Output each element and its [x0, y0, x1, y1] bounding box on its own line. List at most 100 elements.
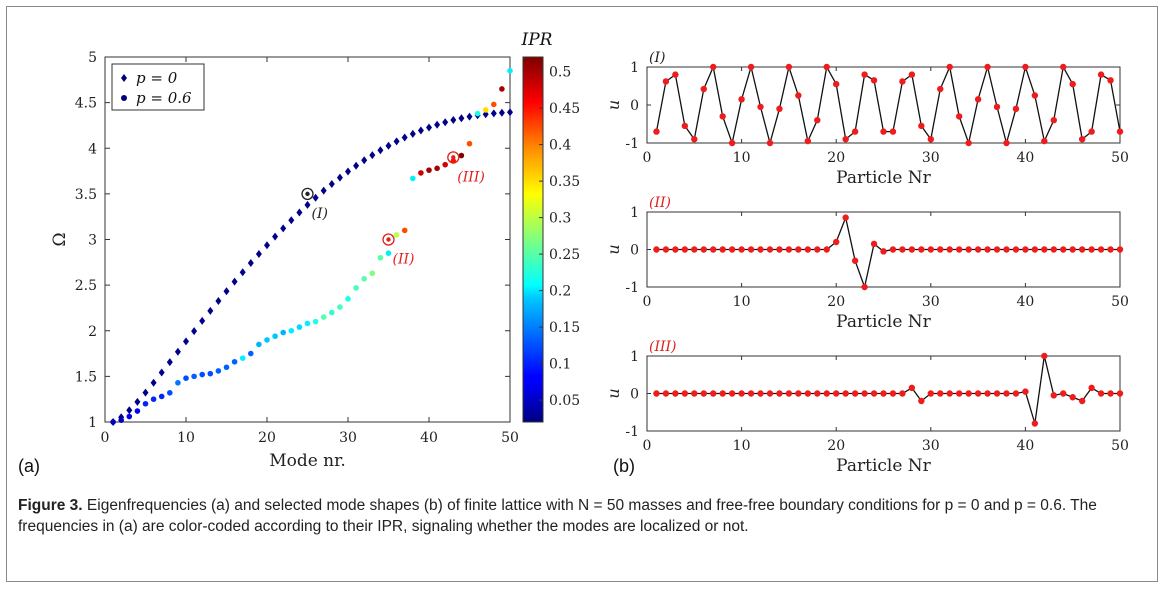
mode-shape-point	[842, 136, 849, 143]
data-point-p06	[288, 327, 295, 334]
mode-shape-point	[728, 139, 736, 147]
mode-shape-point	[1116, 246, 1124, 253]
x-axis-label: Particle Nr	[836, 456, 932, 476]
mode-shape-point	[747, 63, 755, 71]
mode-shape-point	[681, 246, 689, 253]
data-point-p0	[150, 378, 157, 387]
mode-shape-point	[1012, 390, 1020, 397]
colorbar-tick-label: 0.3	[549, 211, 571, 227]
x-axis-label: Mode nr.	[269, 451, 346, 471]
mode-shape-point	[1078, 246, 1086, 253]
mode-shape-point	[842, 390, 849, 397]
mode-shape-point	[889, 246, 897, 253]
data-point-p0	[401, 133, 408, 142]
mode-shape-point	[785, 390, 793, 397]
y-tick-label: 2	[88, 324, 97, 340]
mode-shape-point	[1060, 246, 1067, 253]
mode-shape-point	[1022, 388, 1029, 395]
mode-shape-point	[1050, 117, 1057, 124]
mode-shape-point	[974, 246, 982, 253]
x-tick-label: 40	[1016, 294, 1034, 310]
mode-shape-point	[918, 246, 925, 253]
mode-shape-point	[984, 63, 991, 71]
mode-shape-point	[766, 246, 774, 253]
data-point-p06	[183, 375, 189, 382]
data-point-p0	[223, 287, 230, 296]
mode-shape-point	[889, 390, 897, 397]
data-point-p06	[329, 309, 335, 316]
data-point-p0	[191, 327, 198, 336]
mode-shape-point	[719, 113, 726, 120]
y-tick-label: 0	[630, 243, 639, 259]
mode-shape-point	[974, 96, 982, 103]
x-tick-label: 0	[643, 294, 652, 310]
y-tick-label: 3	[88, 233, 97, 249]
x-tick-label: 50	[1111, 438, 1129, 454]
colorbar-label: IPR	[521, 30, 553, 50]
data-point-p0	[199, 316, 206, 325]
x-tick-label: 30	[922, 438, 940, 454]
data-point-p06	[175, 379, 181, 386]
x-tick-label: 20	[827, 438, 845, 454]
mode-shape-point	[766, 390, 774, 397]
data-point-p06	[401, 227, 408, 234]
mode-shape-point	[804, 390, 812, 397]
data-point-p06	[207, 370, 214, 377]
colorbar-tick-label: 0.25	[549, 247, 580, 263]
data-point-p06	[458, 152, 465, 159]
y-tick-label: 1	[630, 205, 639, 221]
colorbar-tick-label: 0.15	[549, 320, 580, 336]
mode-shape-point	[927, 390, 934, 397]
y-axis-label: u	[604, 100, 623, 110]
mode-shape-point	[861, 71, 868, 78]
mode-shape-point	[795, 390, 802, 397]
y-tick-label: 5	[88, 50, 97, 66]
data-point-p0	[166, 358, 173, 367]
mode-shape-point	[955, 390, 963, 397]
x-axis-label: Particle Nr	[836, 168, 932, 188]
data-point-p0	[296, 208, 303, 217]
mode-shape-point	[728, 246, 736, 253]
data-point-p06	[377, 254, 384, 261]
mode-shape-point	[719, 390, 726, 397]
mode-shape-point	[804, 246, 812, 253]
data-point-p06	[150, 396, 157, 402]
mode-shape-point	[1031, 92, 1039, 99]
mode-shape-point	[1088, 384, 1095, 392]
data-point-p06	[134, 408, 141, 414]
data-point-p06	[418, 170, 424, 176]
mode-shape-point	[672, 390, 679, 397]
mode-shape-point	[1107, 390, 1114, 397]
legend-box	[111, 63, 205, 111]
mode-shape-point	[795, 246, 802, 253]
mode-shape-point	[851, 390, 859, 397]
data-point-p06	[353, 285, 359, 291]
mode-shape-point	[1078, 136, 1086, 143]
data-point-p0	[409, 129, 416, 138]
annotation-ring	[447, 151, 460, 164]
mode-shape-point	[672, 71, 679, 78]
mode-shape-point	[937, 246, 944, 253]
mode-shape-point	[1003, 246, 1010, 253]
legend-entry: p = 0	[136, 69, 178, 87]
data-point-p0	[466, 112, 473, 121]
y-axis-label: u	[604, 244, 623, 254]
caption-text: Eigenfrequencies (a) and selected mode s…	[18, 497, 1097, 535]
data-point-p0	[264, 241, 270, 250]
mode-shape-point	[653, 390, 660, 397]
data-point-p06	[361, 275, 368, 282]
panel-label-a: (a)	[18, 456, 40, 476]
mode-shape-point	[691, 136, 698, 143]
y-tick-label: 1	[630, 60, 639, 76]
mode-shape-point	[1041, 137, 1048, 145]
data-point-p06	[118, 417, 124, 423]
mode-shape-point	[681, 122, 689, 130]
mode-shape-point	[1097, 246, 1105, 253]
data-point-p0	[280, 224, 287, 233]
x-tick-label: 40	[1016, 438, 1034, 454]
y-tick-label: -1	[625, 136, 639, 152]
mode-shape-point	[1041, 246, 1048, 253]
data-point-p0	[255, 250, 262, 259]
mode-shape-point	[653, 128, 660, 135]
